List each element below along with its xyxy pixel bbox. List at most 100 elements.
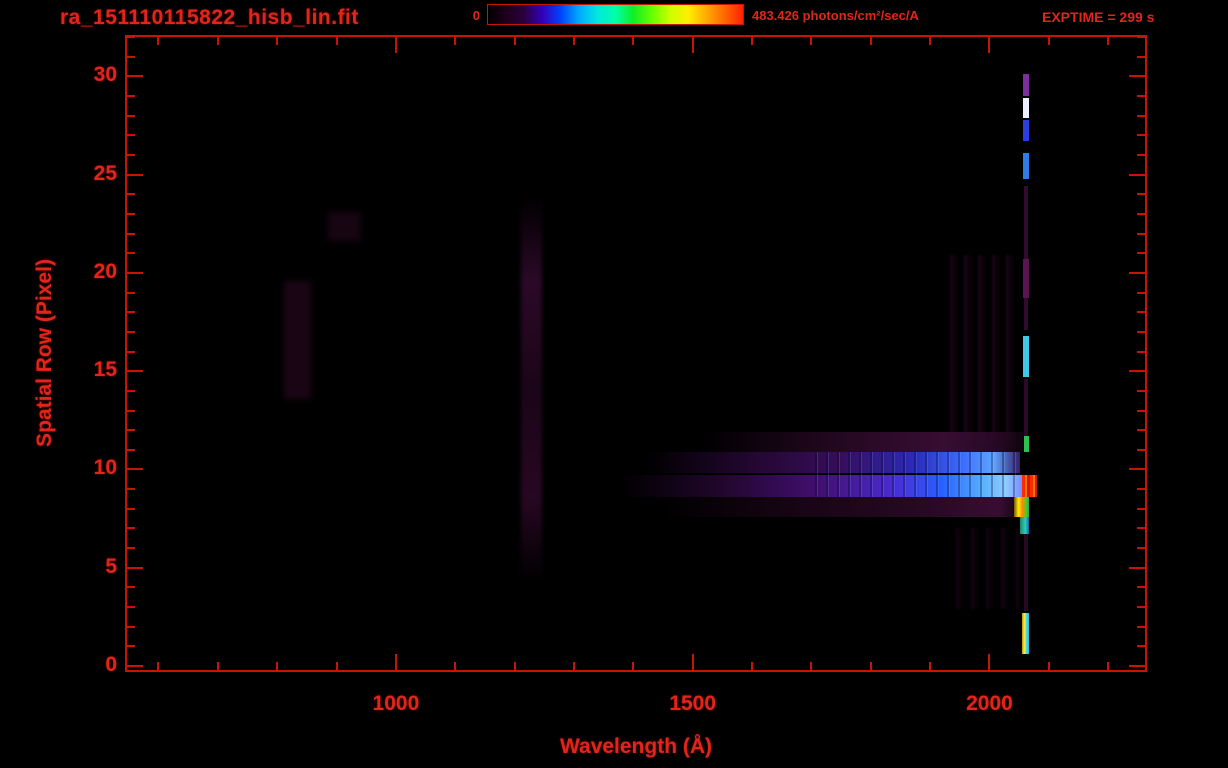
- axis-tick: [1047, 662, 1050, 670]
- axis-tick: [127, 527, 135, 530]
- axis-tick: [1129, 370, 1145, 373]
- axis-tick: [869, 662, 872, 670]
- axis-tick: [751, 662, 754, 670]
- y-tick-label: 20: [93, 259, 117, 283]
- plot-area: [125, 35, 1147, 672]
- y-tick-label: 0: [105, 653, 117, 677]
- axis-tick: [929, 662, 932, 670]
- axis-tick: [1137, 606, 1145, 609]
- axis-tick: [572, 662, 575, 670]
- axis-tick: [1137, 645, 1145, 648]
- emission-line-purple-top: [1023, 74, 1030, 96]
- axis-tick: [157, 37, 160, 45]
- axis-tick: [216, 37, 219, 45]
- axis-tick: [127, 488, 135, 491]
- y-tick-label: 10: [93, 456, 117, 480]
- streak-red-tip: [1021, 475, 1037, 497]
- axis-tick: [1137, 507, 1145, 510]
- axis-tick: [127, 350, 135, 353]
- axis-tick: [1137, 488, 1145, 491]
- axis-tick: [1107, 662, 1110, 670]
- axis-tick: [394, 654, 397, 670]
- emission-line-bottom-bright: [1022, 612, 1030, 655]
- axis-tick: [127, 645, 135, 648]
- axis-tick: [1137, 94, 1145, 97]
- axis-tick: [394, 37, 397, 53]
- axis-tick: [1129, 665, 1145, 668]
- axis-tick: [810, 37, 813, 45]
- axis-tick: [1137, 252, 1145, 255]
- axis-tick: [1137, 625, 1145, 628]
- axis-tick: [632, 37, 635, 45]
- colorbar-min-label: 0: [472, 8, 480, 23]
- axis-tick: [127, 193, 135, 196]
- axis-tick: [1137, 212, 1145, 215]
- axis-tick: [127, 389, 135, 392]
- axis-tick: [1129, 173, 1145, 176]
- axis-tick: [632, 662, 635, 670]
- streak-row11: [699, 432, 1027, 452]
- y-tick-label: 15: [93, 358, 117, 382]
- faint-striation-field-lower: [948, 528, 1020, 610]
- axis-tick: [335, 662, 338, 670]
- axis-tick: [127, 134, 135, 137]
- axis-tick: [454, 37, 457, 45]
- axis-tick: [127, 212, 135, 215]
- axis-tick: [1137, 389, 1145, 392]
- y-tick-label: 25: [93, 161, 117, 185]
- y-tick-label: 30: [93, 63, 117, 87]
- axis-tick: [810, 662, 813, 670]
- axis-tick: [127, 566, 143, 569]
- axis-tick: [691, 654, 694, 670]
- axis-tick: [157, 662, 160, 670]
- y-tick-label: 5: [105, 554, 117, 578]
- axis-tick: [1137, 311, 1145, 314]
- colorbar-gradient: [487, 4, 744, 25]
- row7-cyan-dash: [1020, 516, 1030, 535]
- streak-row8-bright-tip: [1014, 497, 1030, 517]
- axis-tick: [127, 606, 135, 609]
- axis-tick: [127, 311, 135, 314]
- axis-tick: [127, 547, 135, 550]
- axis-tick: [127, 370, 143, 373]
- x-tick-label: 2000: [966, 692, 1013, 715]
- axis-tick: [127, 232, 135, 235]
- axis-tick: [513, 37, 516, 45]
- axis-tick: [1137, 547, 1145, 550]
- axis-tick: [1129, 468, 1145, 471]
- axis-tick: [1137, 330, 1145, 333]
- axis-tick: [127, 291, 135, 294]
- streak-row9-brightest: [620, 475, 1022, 497]
- y-axis-title: Spatial Row (Pixel): [33, 259, 56, 447]
- axis-tick: [988, 37, 991, 53]
- axis-tick: [127, 37, 135, 38]
- axis-tick: [1137, 114, 1145, 117]
- axis-tick: [1107, 37, 1110, 45]
- emission-line-bluecyan-seg: [1023, 152, 1030, 179]
- axis-tick: [127, 429, 135, 432]
- faint-smudge-900: [328, 211, 361, 242]
- colorbar-max-label: 483.426 photons/cm²/sec/A: [752, 8, 919, 23]
- axis-tick: [1137, 527, 1145, 530]
- axis-tick: [869, 37, 872, 45]
- axis-tick: [988, 654, 991, 670]
- axis-tick: [127, 665, 143, 668]
- axis-tick: [1129, 271, 1145, 274]
- emission-line-cyan-mid: [1023, 335, 1030, 378]
- axis-tick: [216, 662, 219, 670]
- faint-strip-830: [284, 280, 311, 399]
- axis-tick: [751, 37, 754, 45]
- plot-title: ra_151110115822_hisb_lin.fit: [60, 6, 359, 29]
- axis-tick: [127, 55, 135, 58]
- axis-tick: [1137, 291, 1145, 294]
- axis-tick: [1137, 586, 1145, 589]
- emission-line-faint-upper: [1023, 186, 1029, 330]
- emission-line-purple-mid: [1023, 259, 1029, 299]
- axis-tick: [691, 37, 694, 53]
- axis-tick: [127, 448, 135, 451]
- emission-line-blue-seg: [1023, 119, 1030, 142]
- axis-tick: [127, 507, 135, 510]
- axis-tick: [1137, 37, 1145, 38]
- axis-tick: [127, 153, 135, 156]
